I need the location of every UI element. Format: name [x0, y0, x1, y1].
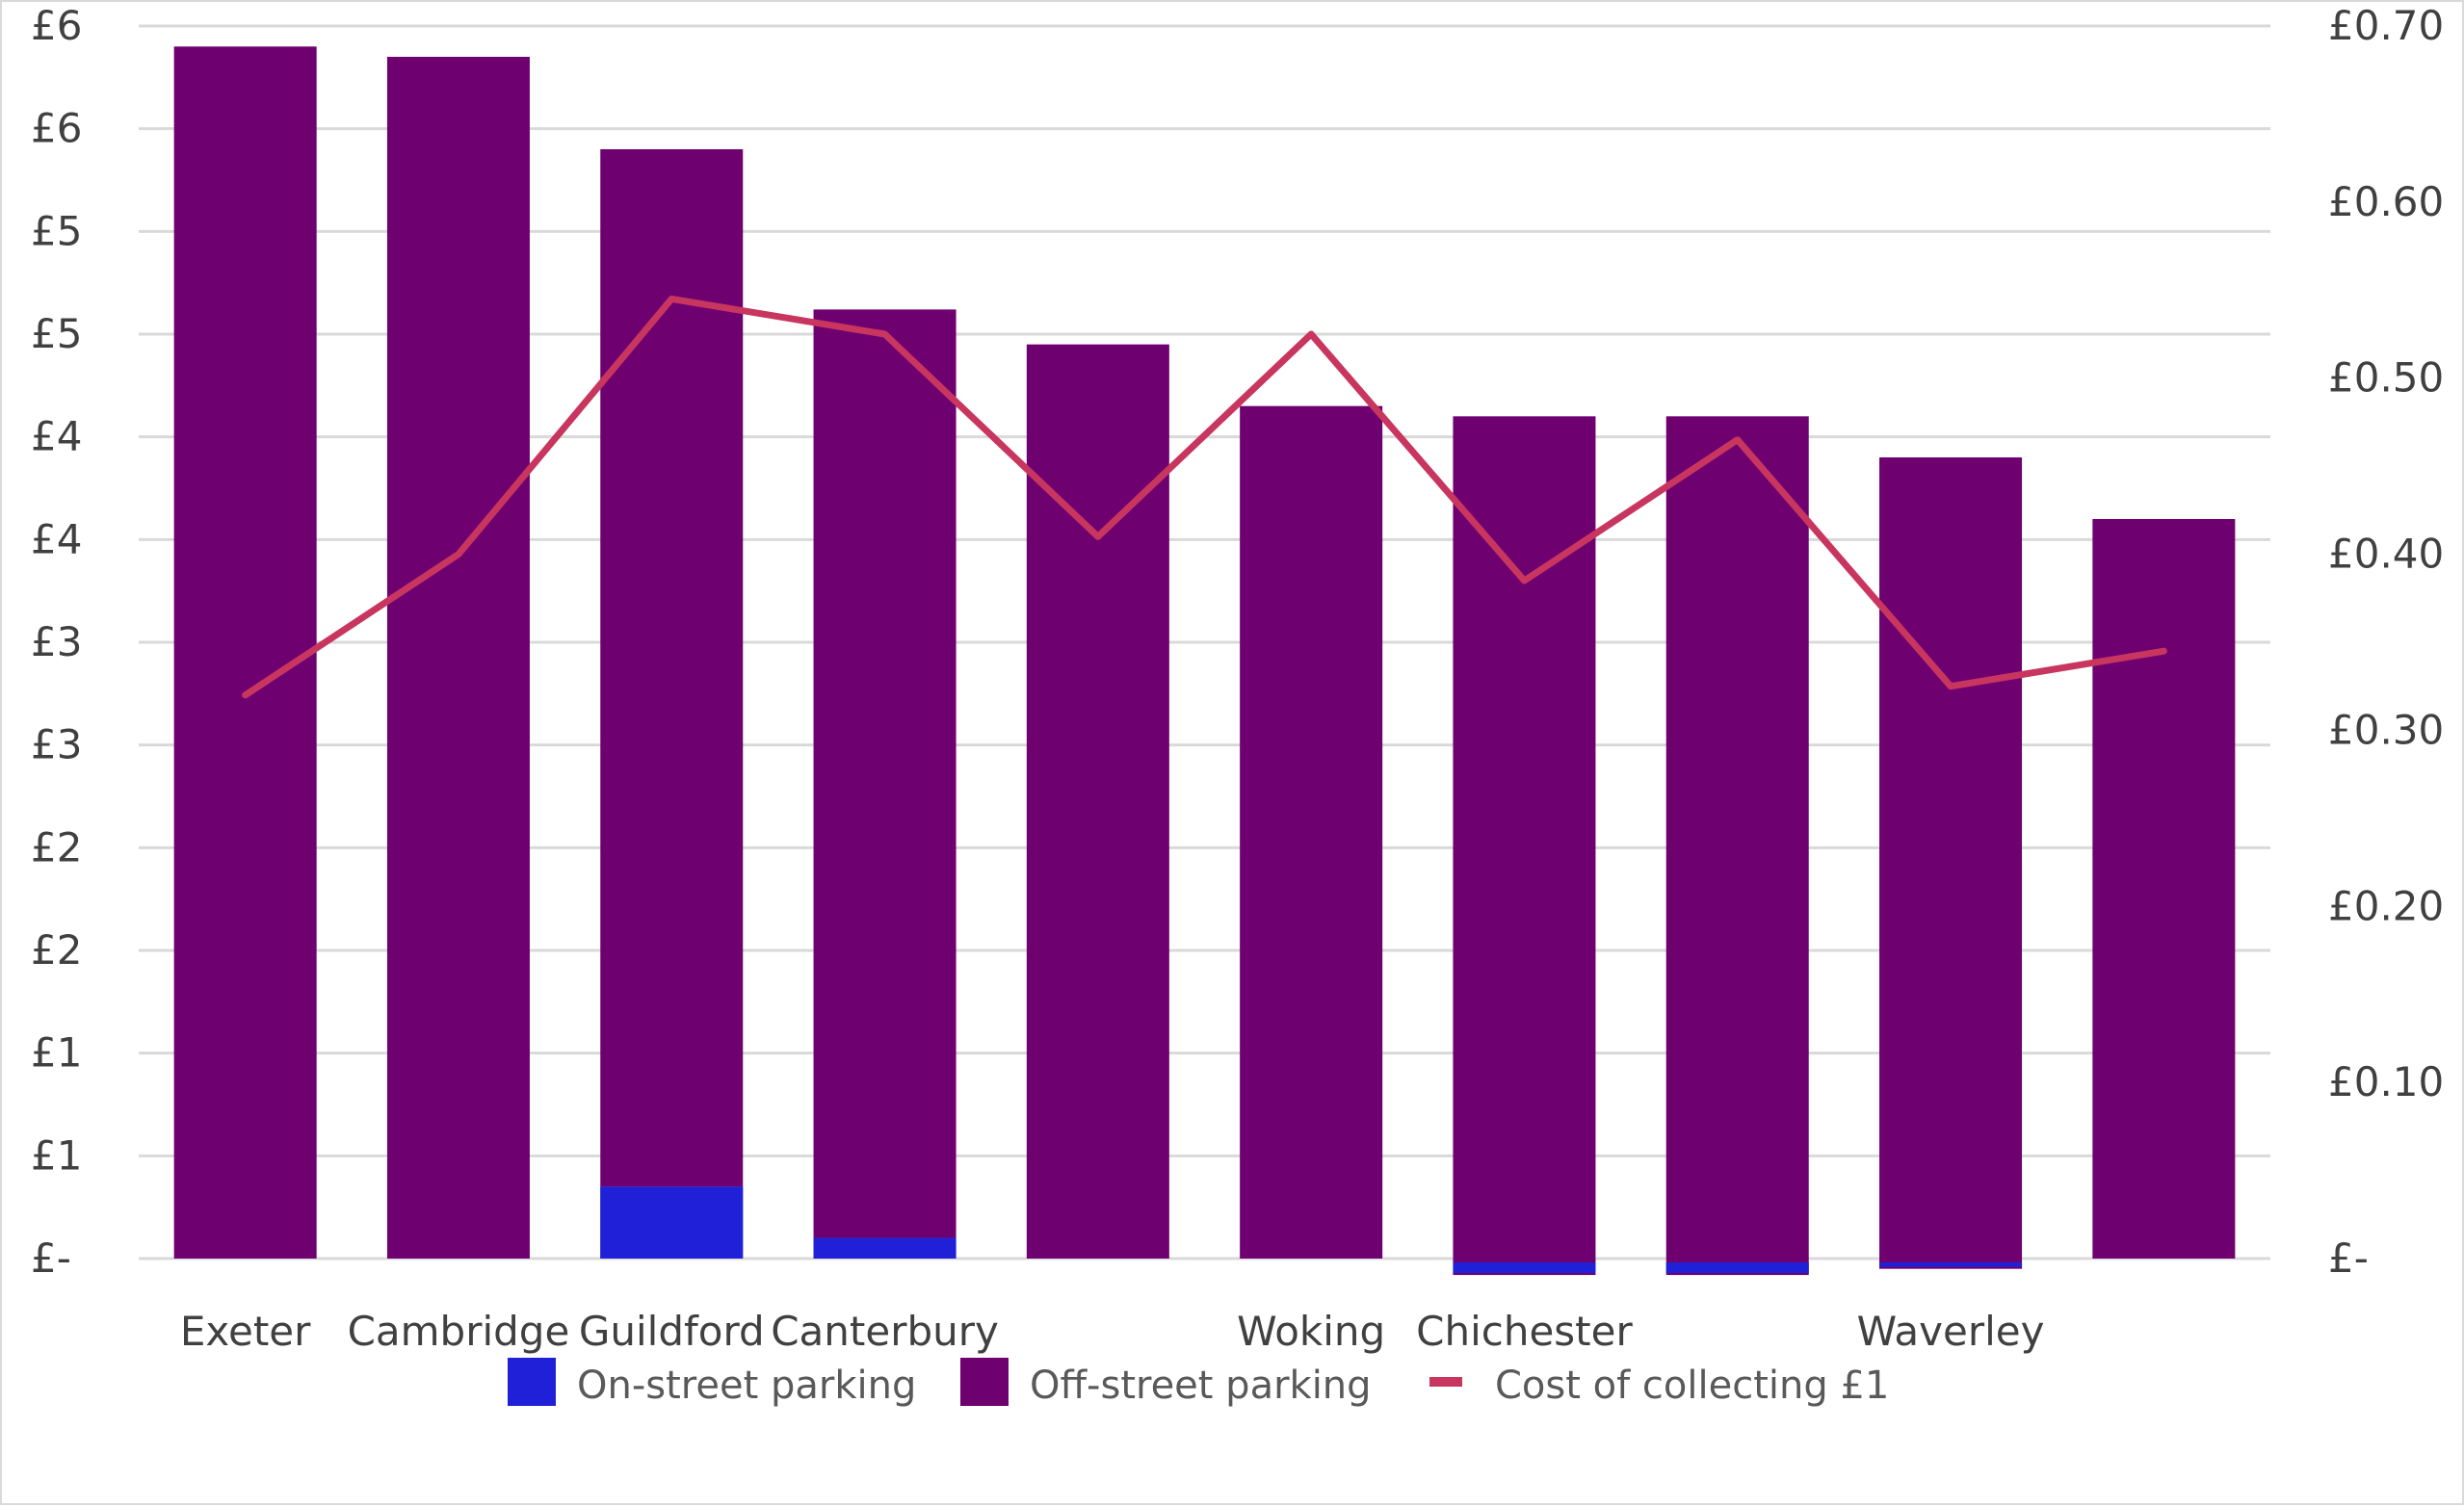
bar-off-street — [173, 46, 317, 1259]
bar-on-street-negative — [1879, 1262, 2023, 1267]
y-left-tick-label: £2 — [31, 926, 82, 974]
y-right-tick-label: £0.40 — [2328, 531, 2444, 578]
bar-off-street — [1026, 344, 1169, 1260]
x-category-label: Canterbury — [771, 1308, 999, 1355]
y-left-tick-label: £5 — [31, 207, 82, 254]
bar-on-street-negative — [1453, 1262, 1596, 1274]
bar-off-street — [386, 57, 530, 1259]
bar-off-street — [1453, 416, 1596, 1259]
y-right-tick-label: £0.50 — [2328, 354, 2444, 402]
legend-label: On-street parking — [577, 1364, 916, 1408]
x-category-label: Guildford — [579, 1308, 765, 1355]
x-category-label: Cambridge — [348, 1308, 570, 1355]
y-right-tick-label: £- — [2328, 1234, 2369, 1282]
y-right-tick-label: £0.70 — [2328, 2, 2444, 49]
x-category-label: Exeter — [180, 1308, 311, 1355]
legend-swatch — [508, 1358, 556, 1406]
y-right-tick-label: £0.30 — [2328, 706, 2444, 753]
bar-off-street — [600, 149, 744, 1187]
bar-off-street — [1665, 416, 1809, 1259]
y-left-tick-label: £3 — [31, 721, 82, 768]
bar-on-street — [813, 1237, 957, 1259]
y-right-tick-label: £0.20 — [2328, 882, 2444, 929]
x-category-label: Waverley — [1857, 1308, 2045, 1355]
y-left-tick-label: £2 — [31, 823, 82, 870]
y-left-tick-label: £3 — [31, 618, 82, 665]
y-left-tick-label: £5 — [31, 310, 82, 357]
y-left-tick-label: £6 — [31, 2, 82, 49]
x-category-label: Woking — [1237, 1308, 1385, 1355]
line-cost-of-collecting — [242, 295, 2167, 699]
legend-label: Off-street parking — [1030, 1364, 1372, 1408]
legend-label: Cost of collecting £1 — [1495, 1364, 1889, 1408]
bar-off-street — [2092, 519, 2236, 1259]
y-left-tick-label: £1 — [31, 1131, 82, 1179]
bar-on-street-negative — [1665, 1262, 1809, 1274]
bar-off-street — [813, 309, 957, 1238]
y-left-tick-label: £6 — [31, 105, 82, 152]
y-right-tick-label: £0.10 — [2328, 1058, 2444, 1105]
legend-swatch-line — [1429, 1377, 1462, 1387]
x-category-label: Chichester — [1416, 1308, 1633, 1355]
y-left-tick-label: £- — [31, 1234, 71, 1282]
y-left-tick-label: £4 — [31, 515, 82, 562]
legend-swatch — [960, 1358, 1009, 1406]
y-left-tick-label: £1 — [31, 1029, 82, 1077]
y-right-tick-label: £0.60 — [2328, 178, 2444, 225]
y-left-tick-label: £4 — [31, 413, 82, 460]
bar-off-street — [1879, 457, 2023, 1259]
bar-on-street — [600, 1186, 744, 1259]
bar-off-street — [1240, 405, 1383, 1260]
